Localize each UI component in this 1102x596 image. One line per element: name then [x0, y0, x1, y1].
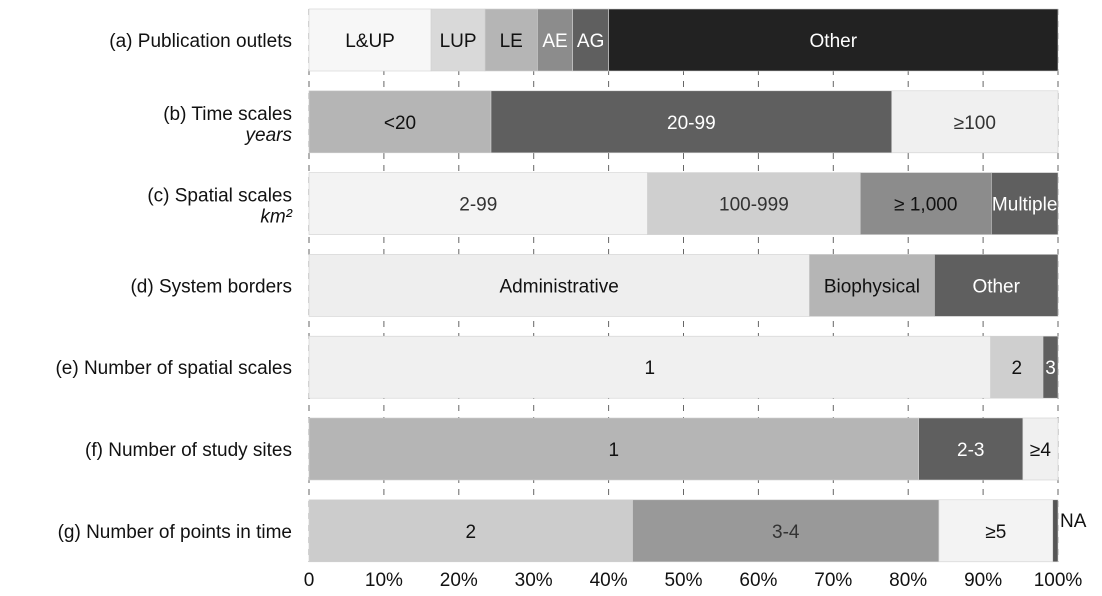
segment-label: L&UP	[345, 31, 395, 52]
bar-segment	[632, 499, 940, 563]
segment-label: 100-999	[719, 195, 789, 216]
x-tick-label: 60%	[739, 570, 777, 591]
segment-label: AE	[542, 31, 567, 52]
x-tick-label: 20%	[440, 570, 478, 591]
category-labels: (a) Publication outlets (b) Time scalesye…	[55, 31, 292, 543]
bar-segment	[608, 8, 1059, 72]
bar-segment	[1042, 335, 1059, 399]
category-label: (a) Publication outlets	[109, 31, 292, 52]
segment-label: LE	[500, 31, 523, 52]
category-label: (e) Number of spatial scales	[55, 358, 292, 379]
bar-row: <20 20-99 ≥100	[308, 90, 1059, 154]
segment-label: Biophysical	[824, 276, 920, 297]
category-sublabel: years	[244, 125, 293, 146]
x-tick-label: 90%	[964, 570, 1002, 591]
segment-label: ≥5	[985, 522, 1006, 543]
x-tick-label: 70%	[814, 570, 852, 591]
bar-row: Administrative Biophysical Other	[308, 254, 1059, 317]
bar-row: 1 2 3	[308, 335, 1059, 399]
x-axis: 0 10% 20% 30% 40% 50% 60% 70% 80% 90% 100%	[304, 570, 1083, 591]
x-tick-label: 80%	[889, 570, 927, 591]
segment-label: ≥ 1,000	[894, 195, 957, 216]
bar-segment	[308, 417, 919, 481]
segment-label: 2-99	[459, 195, 497, 216]
bars: L&UP LUP LE AE AG Other <20 20-99 ≥100 2-99 100-99…	[308, 8, 1087, 563]
bar-segment	[308, 335, 991, 399]
x-tick-label: 0	[304, 570, 315, 591]
segment-label: 3	[1045, 358, 1056, 379]
segment-label: NA	[1060, 511, 1087, 532]
segment-label: 2	[465, 522, 476, 543]
x-tick-label: 40%	[590, 570, 628, 591]
bar-segment	[918, 417, 1024, 481]
bar-segment	[490, 90, 893, 154]
bar-segment	[938, 499, 1054, 563]
bar-segment	[572, 8, 609, 72]
x-tick-label: 30%	[515, 570, 553, 591]
segment-label: 1	[645, 358, 656, 379]
bar-segment	[308, 172, 648, 235]
bar-segment	[934, 254, 1059, 317]
bar-segment	[859, 172, 992, 235]
bar-segment	[308, 90, 492, 154]
bar-segment	[308, 254, 810, 317]
bar-segment	[430, 8, 486, 72]
category-label: (d) System borders	[130, 276, 292, 297]
bar-segment	[647, 172, 861, 235]
segment-label: LUP	[440, 31, 477, 52]
bar-segment	[1052, 499, 1059, 563]
x-tick-label: 10%	[365, 570, 403, 591]
bar-row: 2 3-4 ≥5 NA	[308, 499, 1087, 563]
bar-segment	[991, 172, 1059, 235]
bar-segment	[537, 8, 573, 72]
category-label: (f) Number of study sites	[85, 440, 292, 461]
category-label: (b) Time scales	[163, 104, 292, 125]
segment-label: 3-4	[772, 522, 800, 543]
bar-row: 2-99 100-999 ≥ 1,000 Multiple	[308, 172, 1059, 235]
x-tick-label: 100%	[1034, 570, 1083, 591]
segment-label: Administrative	[500, 276, 619, 297]
segment-label: ≥100	[954, 113, 996, 134]
bar-row: L&UP LUP LE AE AG Other	[308, 8, 1059, 72]
segment-label: <20	[384, 113, 416, 134]
segment-label: 2-3	[957, 440, 984, 461]
category-label: (c) Spatial scales	[147, 186, 292, 207]
category-label: (g) Number of points in time	[58, 522, 292, 543]
segment-label: 20-99	[667, 113, 716, 134]
bar-segment	[308, 8, 432, 72]
bar-row: 1 2-3 ≥4	[308, 417, 1059, 481]
segment-label: ≥4	[1030, 440, 1051, 461]
bar-segment	[809, 254, 935, 317]
segment-label: Other	[972, 276, 1020, 297]
segment-label: 2	[1012, 358, 1023, 379]
bar-segment	[1022, 417, 1059, 481]
bar-segment	[484, 8, 538, 72]
x-tick-label: 50%	[664, 570, 702, 591]
segment-label: Other	[810, 31, 858, 52]
segment-label: Multiple	[992, 195, 1057, 216]
segment-label: 1	[609, 440, 620, 461]
bar-segment	[891, 90, 1059, 154]
segment-label: AG	[577, 31, 604, 52]
bar-segment	[990, 335, 1044, 399]
bar-segment	[308, 499, 633, 563]
category-sublabel: km²	[260, 207, 292, 228]
